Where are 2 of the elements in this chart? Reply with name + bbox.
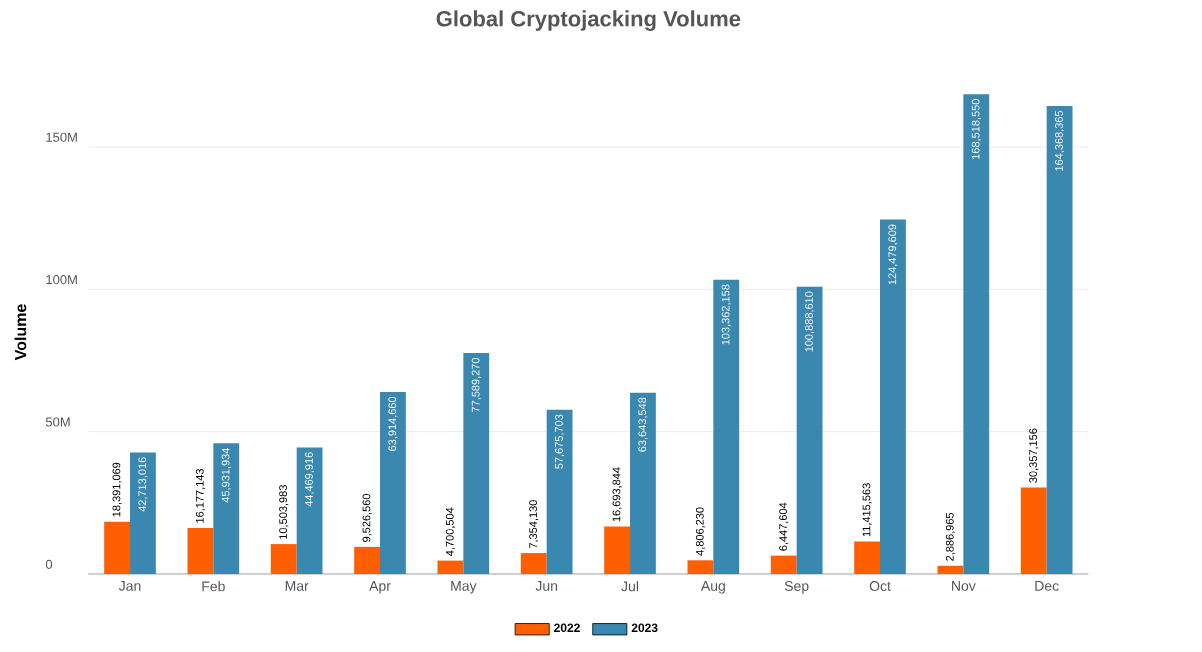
y-axis-title: Volume [14, 304, 27, 361]
chart-title: Global Cryptojacking Volume [436, 10, 741, 31]
